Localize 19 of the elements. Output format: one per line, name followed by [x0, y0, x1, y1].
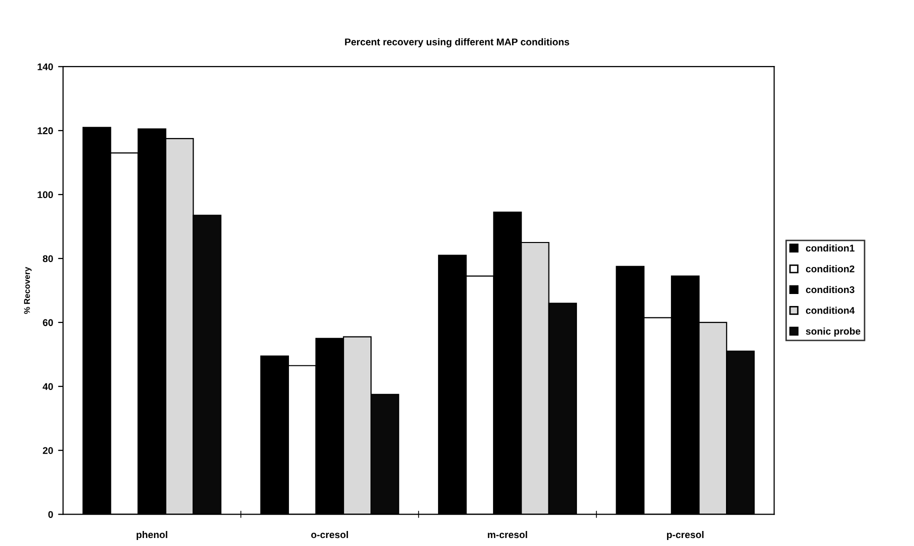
y-tick-label: 60: [42, 319, 53, 326]
legend-label: condition1: [806, 244, 854, 252]
y-tick-label: 20: [42, 447, 53, 454]
y-tick-label: 80: [42, 255, 53, 262]
x-tick-label: m-cresol: [488, 531, 528, 538]
y-axis-title: % Recovery: [24, 266, 32, 314]
legend-label: condition2: [806, 265, 854, 272]
x-tick-label: phenol: [136, 531, 168, 540]
chart-title: Percent recovery using different MAP conditions: [345, 38, 570, 48]
y-tick-label: 140: [38, 63, 53, 70]
legend-label: condition3: [806, 286, 854, 294]
x-tick-label: p-cresol: [667, 531, 704, 540]
legend-label: condition4: [806, 306, 855, 314]
y-tick-label: 0: [48, 511, 53, 518]
y-tick-label: 120: [38, 127, 53, 134]
y-tick-label: 100: [38, 191, 53, 198]
legend-label: sonic probe: [806, 328, 860, 337]
y-tick-label: 40: [42, 383, 53, 390]
x-tick-label: o-cresol: [311, 531, 348, 538]
